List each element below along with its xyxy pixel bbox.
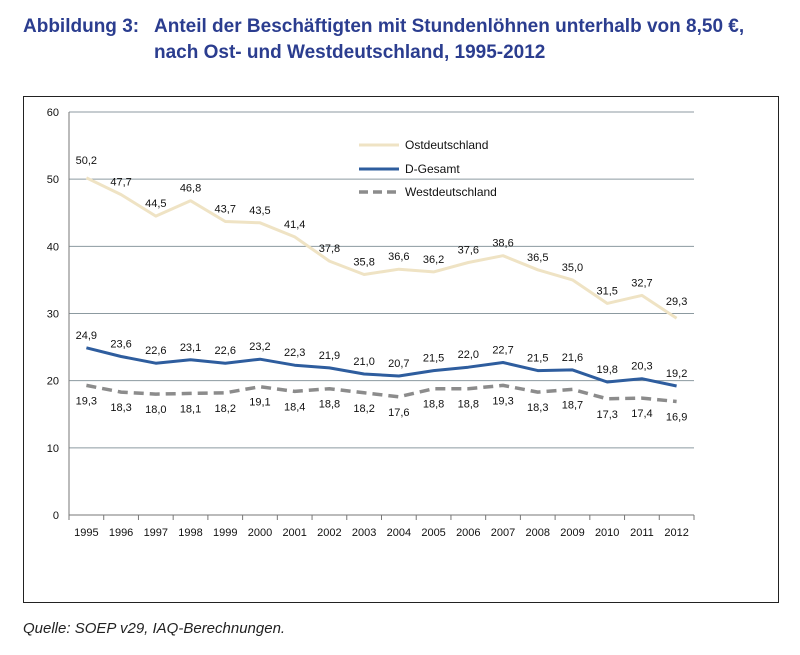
x-tick-label: 2011 (630, 527, 654, 539)
x-tick-label: 2010 (595, 527, 619, 539)
data-label-ost: 35,0 (562, 262, 583, 274)
data-label-gesamt: 20,7 (388, 358, 409, 370)
data-label-ost: 36,6 (388, 251, 409, 263)
x-tick-label: 1997 (144, 527, 168, 539)
data-label-ost: 43,7 (215, 203, 236, 215)
data-label-ost: 41,4 (284, 219, 305, 231)
data-label-west: 18,3 (527, 402, 548, 414)
x-tick-label: 1998 (178, 527, 202, 539)
data-label-gesamt: 22,6 (215, 345, 236, 357)
chart-frame (23, 96, 779, 603)
data-label-gesamt: 23,1 (180, 342, 201, 354)
data-label-west: 18,8 (423, 399, 444, 411)
source-note: Quelle: SOEP v29, IAQ-Berechnungen. (23, 620, 286, 637)
series-line-ost (85, 176, 678, 320)
x-tick-label: 2008 (526, 527, 550, 539)
data-label-gesamt: 21,9 (319, 350, 340, 362)
data-label-gesamt: 22,0 (458, 349, 479, 361)
series-line-west (86, 383, 677, 404)
x-tick-label: 2001 (282, 527, 306, 539)
data-label-gesamt: 22,7 (492, 345, 513, 357)
data-label-west: 18,1 (180, 403, 201, 415)
y-tick-label: 10 (47, 443, 59, 455)
x-tick-label: 1995 (74, 527, 98, 539)
x-tick-label: 2007 (491, 527, 515, 539)
y-tick-label: 30 (47, 309, 59, 321)
y-tick-label: 0 (53, 510, 59, 522)
data-label-ost: 47,7 (110, 177, 131, 189)
x-tick-label: 1996 (109, 527, 133, 539)
data-label-ost: 35,8 (353, 257, 374, 269)
data-label-gesamt: 19,2 (666, 368, 687, 380)
legend-label-west: Westdeutschland (405, 185, 497, 199)
figure-title: Abbildung 3: Anteil der Beschäftigten mi… (23, 14, 744, 66)
data-label-west: 18,2 (215, 403, 236, 415)
data-label-west: 18,4 (284, 401, 305, 413)
y-tick-label: 60 (47, 107, 59, 119)
data-label-gesamt: 23,6 (110, 338, 131, 350)
data-label-west: 17,3 (596, 409, 617, 421)
data-label-ost: 46,8 (180, 183, 201, 195)
data-label-gesamt: 21,5 (423, 353, 444, 365)
data-label-gesamt: 21,0 (353, 356, 374, 368)
data-label-ost: 36,5 (527, 252, 548, 264)
data-label-ost: 43,5 (249, 205, 270, 217)
data-label-ost: 36,2 (423, 254, 444, 266)
data-label-ost: 50,2 (76, 155, 97, 167)
legend-label-ost: Ostdeutschland (405, 138, 488, 152)
data-label-west: 18,2 (353, 403, 374, 415)
series-line-gesamt (86, 346, 677, 388)
data-label-west: 17,6 (388, 407, 409, 419)
data-label-gesamt: 24,9 (76, 330, 97, 342)
data-label-ost: 37,8 (319, 243, 340, 255)
x-tick-label: 2012 (664, 527, 688, 539)
title-line-1: Anteil der Beschäftigten mit Stundenlöhn… (154, 16, 745, 37)
data-label-ost: 29,3 (666, 296, 687, 308)
x-tick-label: 2002 (317, 527, 341, 539)
x-tick-label: 2005 (421, 527, 445, 539)
data-label-west: 18,7 (562, 399, 583, 411)
figure-label: Abbildung 3: (23, 16, 140, 37)
x-tick-label: 2009 (560, 527, 584, 539)
data-label-ost: 44,5 (145, 198, 166, 210)
y-tick-label: 40 (47, 241, 59, 253)
data-label-west: 18,0 (145, 404, 166, 416)
data-label-gesamt: 20,3 (631, 361, 652, 373)
x-tick-label: 2006 (456, 527, 480, 539)
data-label-west: 18,8 (458, 399, 479, 411)
data-label-gesamt: 23,2 (249, 341, 270, 353)
x-tick-label: 2003 (352, 527, 376, 539)
data-label-gesamt: 22,6 (145, 345, 166, 357)
data-label-ost: 37,6 (458, 244, 479, 256)
data-label-gesamt: 19,8 (596, 364, 617, 376)
x-tick-label: 1999 (213, 527, 237, 539)
x-tick-label: 2004 (387, 527, 411, 539)
data-label-ost: 31,5 (596, 285, 617, 297)
data-label-ost: 38,6 (492, 238, 513, 250)
data-label-west: 19,3 (76, 395, 97, 407)
legend-label-gesamt: D-Gesamt (405, 162, 460, 176)
data-label-gesamt: 21,5 (527, 353, 548, 365)
x-tick-label: 2000 (248, 527, 272, 539)
data-label-west: 18,3 (110, 402, 131, 414)
data-label-west: 16,9 (666, 411, 687, 423)
data-label-gesamt: 21,6 (562, 352, 583, 364)
data-label-west: 18,8 (319, 399, 340, 411)
title-line-2: nach Ost- und Westdeutschland, 1995-2012 (154, 42, 546, 63)
data-label-gesamt: 22,3 (284, 347, 305, 359)
data-label-ost: 32,7 (631, 277, 652, 289)
data-label-west: 19,1 (249, 397, 270, 409)
data-label-west: 19,3 (492, 395, 513, 407)
data-label-west: 17,4 (631, 408, 652, 420)
y-tick-label: 20 (47, 376, 59, 388)
y-tick-label: 50 (47, 174, 59, 186)
